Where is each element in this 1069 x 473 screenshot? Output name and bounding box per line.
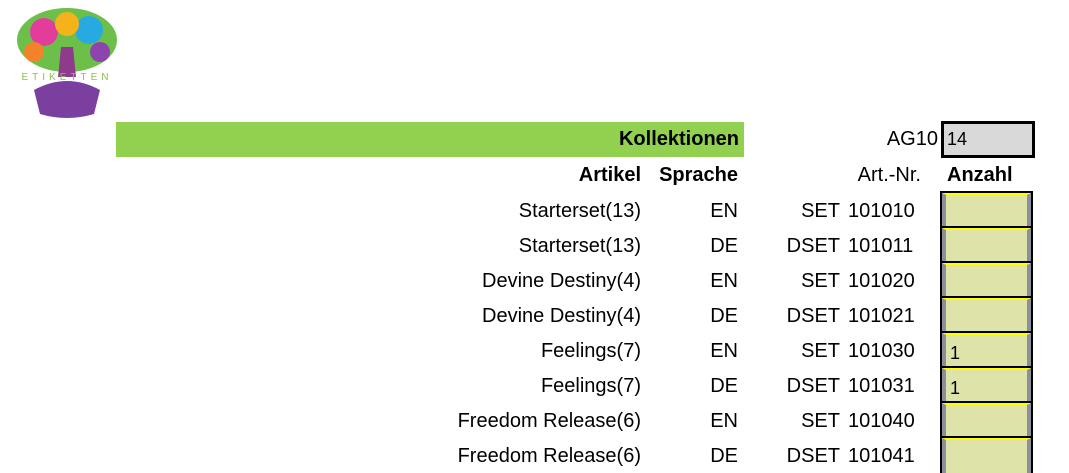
anzahl-input[interactable]: 1	[940, 331, 1033, 370]
artnr-cell: 101021	[848, 305, 915, 327]
anzahl-input[interactable]	[940, 436, 1033, 473]
table-row: Freedom Release(6) EN SET 101040	[0, 401, 1069, 440]
artikel-cell: Feelings(7)	[540, 375, 641, 397]
svg-text:ETIKETTEN: ETIKETTEN	[21, 72, 112, 83]
prefix-cell: DSET	[786, 305, 840, 327]
cell-ref-label: AG10	[886, 128, 938, 150]
artnr-cell: 101020	[848, 270, 915, 292]
anzahl-input[interactable]: 1	[940, 366, 1033, 405]
table-row: Feelings(7) DE DSET 101031 1	[0, 366, 1069, 405]
artnr-cell: 101010	[848, 200, 915, 222]
artnr-cell: 101011	[848, 235, 914, 257]
column-header-artnr: Art.-Nr.	[857, 164, 921, 186]
sprache-cell: DE	[710, 375, 738, 397]
anzahl-input[interactable]	[940, 191, 1033, 230]
table-row: Devine Destiny(4) EN SET 101020	[0, 261, 1069, 300]
table-row: Devine Destiny(4) DE DSET 101021	[0, 296, 1069, 335]
prefix-cell: SET	[801, 200, 840, 222]
table-row: Feelings(7) EN SET 101030 1	[0, 331, 1069, 370]
artnr-cell: 101030	[848, 340, 915, 362]
artikel-cell: Feelings(7)	[540, 340, 641, 362]
table-row: Starterset(13) EN SET 101010	[0, 191, 1069, 230]
table-row: Starterset(13) DE DSET 101011	[0, 226, 1069, 265]
artnr-cell: 101031	[848, 375, 915, 397]
artnr-cell: 101040	[848, 410, 915, 432]
table-row: Freedom Release(6) DE DSET 101041	[0, 436, 1069, 473]
column-header-anzahl: Anzahl	[947, 164, 1013, 186]
sprache-cell: EN	[710, 200, 738, 222]
collections-header-bar: Kollektionen	[116, 122, 744, 157]
sprache-cell: EN	[710, 340, 738, 362]
artikel-cell: Starterset(13)	[518, 235, 641, 257]
prefix-cell: DSET	[786, 375, 840, 397]
sprache-cell: DE	[710, 235, 738, 257]
collections-title: Kollektionen	[618, 128, 739, 150]
prefix-cell: SET	[801, 270, 840, 292]
artikel-cell: Freedom Release(6)	[457, 410, 641, 432]
artikel-cell: Devine Destiny(4)	[482, 305, 641, 327]
anzahl-input[interactable]	[940, 261, 1033, 300]
prefix-cell: SET	[801, 410, 840, 432]
sprache-cell: EN	[710, 410, 738, 432]
column-header-artikel: Artikel	[578, 164, 641, 186]
prefix-cell: SET	[801, 340, 840, 362]
prefix-cell: DSET	[786, 235, 840, 257]
sprache-cell: DE	[710, 305, 738, 327]
sprache-cell: EN	[710, 270, 738, 292]
anzahl-input[interactable]	[940, 296, 1033, 335]
anzahl-input[interactable]	[940, 401, 1033, 440]
artikel-cell: Devine Destiny(4)	[482, 270, 641, 292]
total-count-cell[interactable]: 14	[941, 121, 1035, 158]
anzahl-input[interactable]	[940, 226, 1033, 265]
artikel-cell: Starterset(13)	[518, 200, 641, 222]
column-header-sprache: Sprache	[659, 164, 738, 186]
etiketten-tree-logo: ETIKETTEN	[11, 4, 123, 118]
